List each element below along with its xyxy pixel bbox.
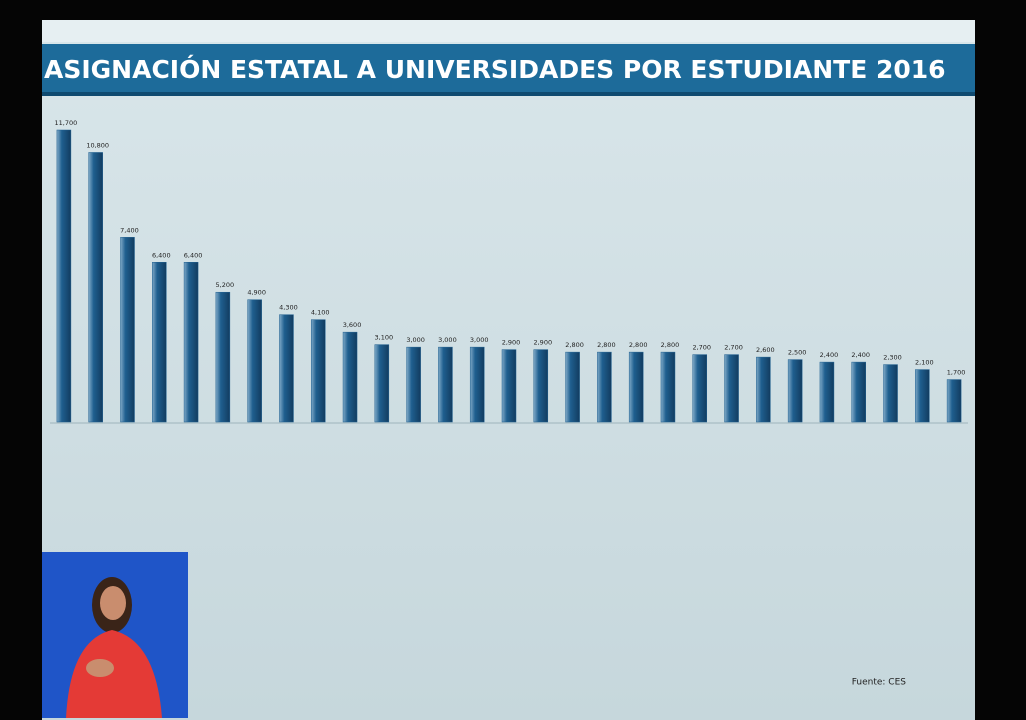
value-label: 3,000 [438, 336, 457, 344]
bar [819, 361, 835, 423]
title-bar-edge [42, 92, 975, 96]
bar [501, 349, 517, 423]
hands [86, 659, 114, 677]
value-label: 2,900 [533, 339, 552, 347]
bar [565, 351, 580, 423]
value-label: 4,300 [279, 304, 298, 312]
bar [438, 346, 453, 423]
bar [724, 354, 739, 423]
interpreter-inset [42, 552, 188, 718]
bar [660, 351, 676, 423]
bar [851, 361, 866, 423]
bar [533, 349, 549, 423]
bar [787, 359, 803, 423]
bar [406, 346, 421, 423]
value-label: 3,000 [406, 336, 425, 344]
slide-top [42, 20, 975, 42]
bar [152, 262, 167, 423]
bar [120, 237, 135, 423]
value-label: 5,200 [216, 281, 235, 289]
value-label: 4,100 [311, 309, 330, 317]
value-label: 4,900 [247, 289, 266, 297]
value-label: 3,000 [470, 336, 489, 344]
value-label: 2,400 [820, 351, 839, 359]
bar [279, 314, 294, 423]
value-label: 6,400 [184, 251, 203, 259]
value-label: 10,800 [86, 141, 109, 149]
bar [310, 319, 326, 423]
value-label: 3,600 [343, 321, 362, 329]
bar [215, 291, 231, 423]
bar [883, 364, 898, 423]
bar [342, 331, 358, 423]
value-label: 2,800 [597, 341, 616, 349]
bar [915, 369, 930, 423]
chart-title: ASIGNACIÓN ESTATAL A UNIVERSIDADES POR E… [44, 54, 946, 84]
bar [183, 262, 199, 423]
value-label: 1,700 [947, 369, 966, 377]
bar [88, 152, 103, 423]
bar [56, 129, 72, 423]
value-label: 2,700 [692, 344, 711, 352]
value-label: 7,400 [120, 226, 139, 234]
bar [756, 356, 771, 423]
value-label: 2,600 [756, 346, 775, 354]
value-label: 11,700 [55, 119, 78, 127]
value-label: 6,400 [152, 251, 171, 259]
value-label: 2,700 [724, 344, 743, 352]
value-label: 2,400 [851, 351, 870, 359]
value-label: 2,800 [629, 341, 648, 349]
source-note: Fuente: CES [852, 678, 907, 688]
bar [374, 344, 390, 423]
bar [469, 346, 485, 423]
body [66, 630, 162, 718]
bar [692, 354, 708, 423]
title-bar [42, 44, 975, 96]
value-label: 2,500 [788, 349, 807, 357]
value-label: 2,800 [661, 341, 680, 349]
bar [597, 351, 612, 423]
bar [628, 351, 644, 423]
face [100, 586, 126, 620]
value-label: 2,100 [915, 359, 934, 367]
bar [247, 299, 262, 423]
value-label: 2,900 [502, 339, 521, 347]
value-label: 3,100 [375, 334, 394, 342]
value-label: 2,800 [565, 341, 584, 349]
bar [946, 379, 962, 423]
value-label: 2,300 [883, 354, 902, 362]
